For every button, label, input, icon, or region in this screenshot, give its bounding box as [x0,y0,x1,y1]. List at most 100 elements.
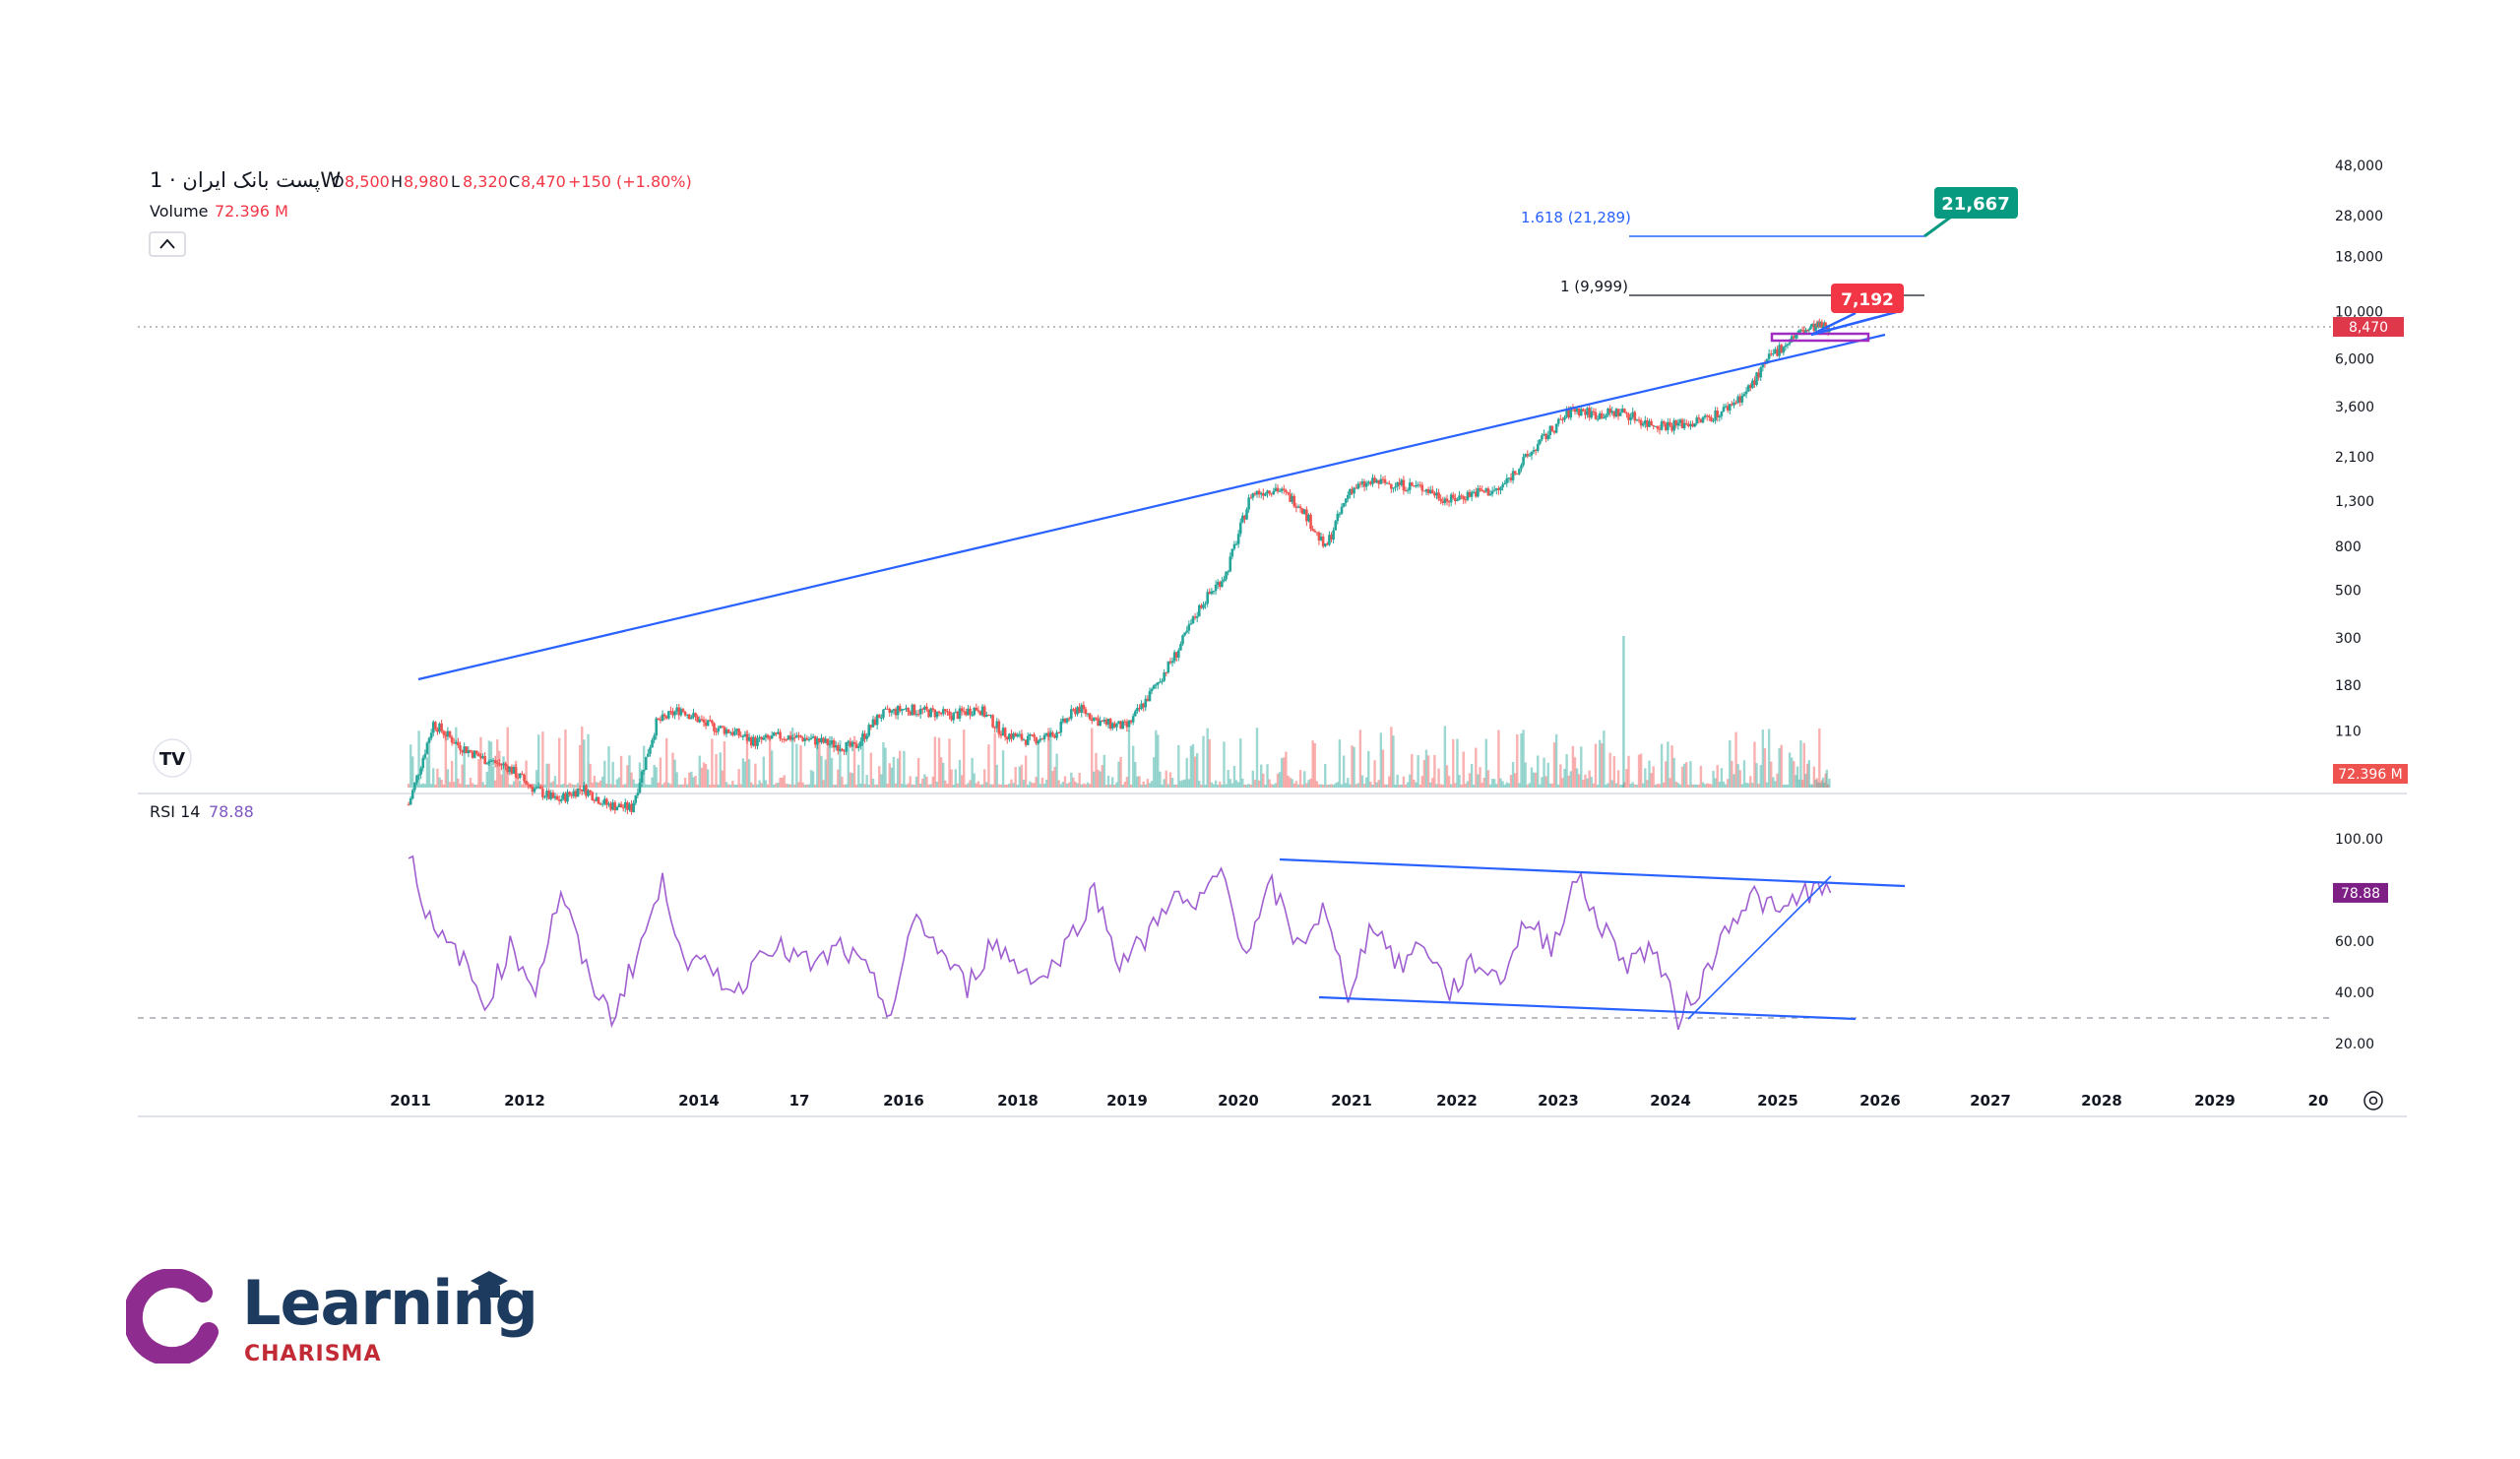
candle-body [1810,323,1814,327]
volume-bar [880,774,883,788]
candle-body [896,706,900,716]
volume-bar [1729,739,1732,788]
candle-body [1614,409,1618,417]
candle-body [1765,358,1769,364]
target-callout[interactable]: 21,667 [1934,187,2018,219]
volume-bar [1140,785,1143,788]
volume-bar [1131,745,1135,788]
time-axis[interactable]: 2011 2012 2014 17 2016 2018 2019 2020 2021 2022 20… [390,1092,2328,1110]
volume-bar [493,780,497,788]
candle-body [1349,488,1352,495]
candle-body [1366,481,1370,483]
candle-body [982,706,986,717]
volume-bar [1646,780,1649,788]
high-value: 8,980 [404,172,449,191]
rsi-upper-channel[interactable] [1279,857,1906,888]
candle-body [1387,482,1391,484]
candle-body [1311,529,1314,531]
candle-body [1321,536,1325,546]
volume-bar [958,759,962,788]
candle-body [409,797,412,805]
volume-bar [1063,776,1067,788]
volume-bar [459,783,462,788]
candle-body [911,704,914,716]
volume-bar [1703,784,1707,788]
rsi-rising-trendline[interactable] [1687,875,1832,1020]
candle-body [1326,543,1329,545]
candle-body [967,708,970,716]
volume-bar [873,784,877,788]
candle-body [1272,490,1276,495]
volume-bar [611,761,614,788]
gear-icon[interactable] [2363,1091,2383,1110]
candle-body [1546,434,1550,440]
candle-body [1633,412,1637,421]
volume-bar [814,784,817,788]
volume-bar [1336,782,1340,788]
candle-body [1179,644,1182,651]
volume-bar [1799,740,1802,788]
volume-bar [952,784,955,788]
entry-callout[interactable]: 7,192 [1831,284,1904,313]
price-axis[interactable]: 48,000 28,000 18,000 10,000 6,000 3,600 2,100 1… [2335,159,2383,782]
volume-bar [1736,764,1739,788]
candle-body [721,726,724,728]
tradingview-logo-icon[interactable]: TV [153,738,192,778]
candle-body [1761,363,1765,368]
volume-bar [1324,764,1327,788]
volume-bar [1584,774,1587,788]
rsi-value: 78.88 [209,802,254,821]
volume-bar [1749,776,1752,788]
candle-body [867,725,871,736]
volume-bar [1129,784,1133,788]
volume-bar [481,782,484,788]
price-axis-label: 6,000 [2335,352,2374,368]
rsi-axis[interactable]: 100.00 60.00 40.00 20.00 [2335,832,2383,1052]
volume-bar [1292,783,1295,788]
candle-body [521,773,524,775]
candle-body [792,737,796,739]
volume-bar [626,765,629,788]
volume-bar [438,777,441,788]
candle-body [1136,708,1139,712]
volume-bar [1138,776,1141,788]
candle-body [1600,412,1604,418]
volume-bar [1230,783,1234,788]
volume-bar [673,759,676,788]
candle-body [1078,707,1081,713]
volume-bar [1466,781,1470,788]
candle-body [661,714,664,721]
volume-bar [541,731,544,788]
candle-body [1780,345,1784,353]
candle-body [839,748,842,751]
volume-bar [1435,784,1438,788]
current-rsi-tag: 78.88 [2333,882,2388,903]
volume-bar [1022,779,1026,788]
chart-legend: پست بانک ایران · 1W O 8,500 H 8,980 L 8,… [150,168,692,221]
long-term-trendline[interactable] [417,333,1886,681]
volume-bar [1639,753,1643,788]
entry-zone-box[interactable] [1770,332,1870,343]
time-axis-label: 2012 [504,1092,545,1110]
candle-body [636,793,640,796]
volume-bar [1411,754,1414,788]
collapse-legend-button[interactable] [149,231,186,257]
volume-bar [628,755,631,788]
candle-body [973,707,976,716]
candle-body [941,709,945,715]
volume-bar [1093,771,1096,788]
candle-body [1400,479,1404,485]
candle-body [1170,661,1174,664]
candle-body [600,803,604,805]
volume-bar [1247,784,1250,788]
volume-bar [1262,773,1265,788]
volume-bar [1168,772,1172,788]
volume-bar [1761,730,1765,788]
candle-body [801,737,804,741]
rsi-lower-channel[interactable] [1318,995,1857,1021]
candle-body [905,708,908,710]
candle-body [785,739,788,741]
candle-body [553,795,557,798]
